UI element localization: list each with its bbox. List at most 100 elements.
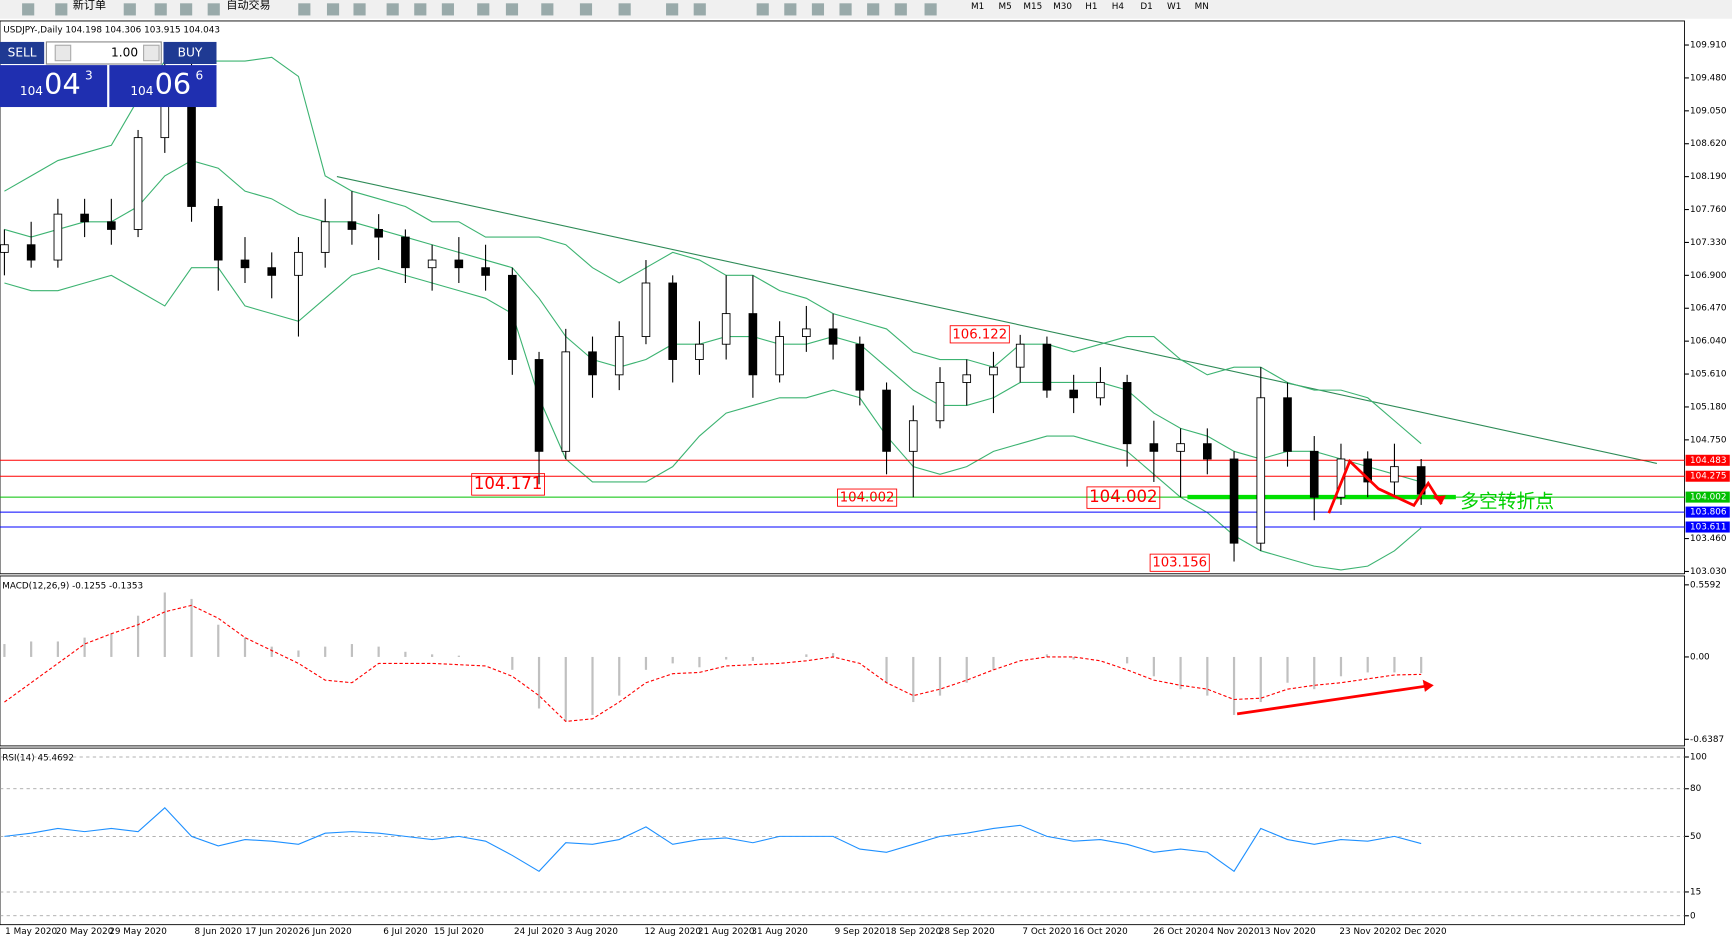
lots-up[interactable]	[143, 44, 160, 62]
x-tick-label: 13 Nov 2020	[1259, 927, 1316, 937]
candle-body	[347, 221, 357, 230]
icon[interactable]	[326, 3, 340, 16]
y-tick-label: 108.190	[1690, 172, 1727, 182]
level-label: 103.806	[1690, 508, 1727, 518]
icon[interactable]	[353, 3, 366, 16]
icon[interactable]	[894, 3, 907, 16]
annotation-box	[471, 473, 546, 496]
toolbar-button[interactable]: 自动交易	[226, 0, 270, 12]
x-tick-label: 15 Jul 2020	[434, 927, 484, 937]
ask-box[interactable]	[109, 65, 217, 108]
timeframe-button[interactable]: M1	[971, 2, 984, 12]
icon[interactable]	[55, 3, 68, 16]
y-tick-label: 0.5592	[1690, 580, 1721, 590]
icon[interactable]	[541, 3, 554, 16]
timeframe-button[interactable]: M15	[1023, 2, 1042, 12]
timeframe-button[interactable]: H4	[1112, 2, 1125, 12]
icon[interactable]	[618, 3, 631, 16]
icon[interactable]	[693, 3, 706, 16]
timeframe-button[interactable]: W1	[1167, 2, 1181, 12]
bid-box[interactable]	[0, 65, 108, 108]
sell-button[interactable]	[0, 41, 45, 64]
price-annotation: 106.122	[952, 327, 1007, 342]
y-tick-label: 103.030	[1690, 567, 1727, 577]
icon[interactable]	[180, 3, 193, 16]
y-tick-label: 104.750	[1690, 435, 1727, 445]
timeframe-button[interactable]: MN	[1195, 2, 1209, 12]
y-tick-label: 0.00	[1690, 652, 1710, 662]
candle-body	[374, 228, 383, 238]
buy-button[interactable]	[163, 41, 217, 64]
y-tick-label: 109.050	[1690, 106, 1727, 116]
icon[interactable]	[154, 3, 167, 16]
ask-mid: 06	[155, 67, 192, 101]
candle-body	[1176, 443, 1185, 452]
x-tick-label: 8 Jun 2020	[195, 927, 243, 937]
candle-body	[53, 213, 63, 261]
lots-input[interactable]	[45, 41, 162, 65]
icon[interactable]	[666, 3, 679, 16]
price-annotation: 104.002	[840, 491, 895, 506]
x-tick-label: 3 Aug 2020	[567, 927, 618, 937]
rsi-line	[4, 807, 1422, 873]
timeframe-button[interactable]: D1	[1140, 2, 1152, 12]
candle-body	[855, 343, 865, 391]
timeframe-button[interactable]: H1	[1085, 2, 1097, 12]
level-tag	[1685, 491, 1730, 503]
x-tick-label: 18 Sep 2020	[885, 927, 941, 937]
price-annotation: 104.002	[1089, 487, 1157, 506]
signal-line	[4, 604, 1422, 722]
y-tick-label: 103.460	[1690, 534, 1727, 544]
bid-mid: 04	[44, 67, 81, 101]
candle-body	[588, 351, 597, 376]
toolbar-button[interactable]: 新订单	[73, 0, 106, 12]
icon[interactable]	[386, 3, 399, 16]
icon[interactable]	[477, 3, 490, 16]
icon[interactable]	[811, 3, 825, 16]
timeframe-button[interactable]: M5	[999, 2, 1012, 12]
y-tick-label: 109.910	[1690, 41, 1727, 51]
x-tick-label: 20 May 2020	[56, 927, 114, 937]
x-tick-label: 23 Nov 2020	[1339, 927, 1396, 937]
candle-body	[1069, 389, 1078, 399]
icon[interactable]	[839, 3, 852, 16]
icon[interactable]	[441, 3, 454, 16]
icon[interactable]	[207, 3, 220, 16]
bollinger-band	[4, 159, 1422, 483]
icon[interactable]	[784, 3, 797, 16]
price-chart: USDJPY-,Daily 104.198 104.306 103.915 10…	[0, 25, 1730, 937]
annotation-box	[949, 325, 1010, 344]
price-annotation: 103.156	[1152, 556, 1207, 571]
candle-body	[1015, 343, 1025, 368]
candle-body	[989, 366, 998, 376]
buy-label[interactable]: BUY	[178, 45, 203, 59]
candle-body	[908, 420, 918, 452]
x-tick-label: 28 Sep 2020	[939, 927, 995, 937]
icon[interactable]	[123, 3, 136, 16]
ask-big: 104	[130, 84, 153, 98]
sell-label[interactable]: SELL	[8, 45, 37, 59]
x-tick-label: 29 May 2020	[109, 927, 167, 937]
icon[interactable]	[867, 3, 880, 16]
candle-body	[614, 336, 624, 376]
icon[interactable]	[505, 3, 519, 16]
icon[interactable]	[298, 3, 311, 16]
icon[interactable]	[414, 3, 427, 16]
candle-body	[320, 221, 330, 253]
y-tick-label: 105.610	[1690, 370, 1727, 380]
candle-body	[213, 206, 223, 261]
icon[interactable]	[924, 3, 937, 16]
icon[interactable]	[579, 3, 593, 16]
icon[interactable]	[756, 3, 769, 16]
icon[interactable]	[22, 3, 35, 16]
candle-body	[1149, 443, 1159, 452]
bollinger-band	[4, 56, 1422, 445]
candle-body	[962, 374, 972, 383]
candle-body	[240, 259, 250, 269]
y-tick-label: -0.6387	[1690, 735, 1724, 745]
x-tick-label: 12 Aug 2020	[644, 927, 701, 937]
candle-body	[1042, 343, 1052, 391]
lots-down[interactable]	[54, 44, 72, 62]
timeframe-button[interactable]: M30	[1053, 2, 1072, 12]
